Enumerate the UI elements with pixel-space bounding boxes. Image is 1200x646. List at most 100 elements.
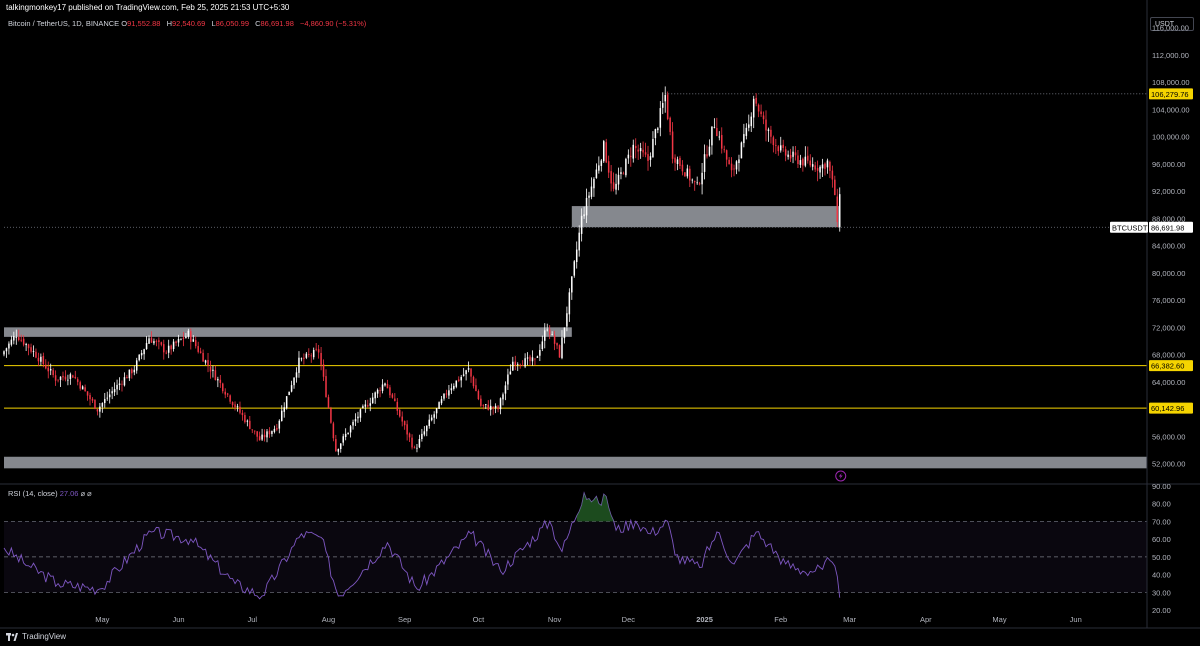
symbol-description: Bitcoin / TetherUS, 1D, BINANCE: [8, 19, 120, 28]
candle-body: [782, 144, 784, 148]
candle-body: [69, 374, 72, 379]
candle-body: [664, 95, 666, 102]
candle-body: [521, 365, 524, 367]
candle-body: [595, 169, 598, 179]
candle-body: [546, 329, 548, 331]
candle-body: [588, 195, 590, 198]
candle-body: [816, 168, 819, 171]
candle-body: [84, 387, 86, 392]
candle-body: [809, 160, 812, 166]
candle-body: [253, 430, 256, 432]
candle-body: [698, 183, 701, 185]
candle-body: [831, 170, 834, 180]
time-tick-label: 2025: [696, 615, 713, 624]
candle-body: [94, 399, 96, 409]
candle-body: [81, 386, 84, 390]
candle-body: [32, 351, 35, 352]
rsi-pane: [3, 491, 1147, 600]
candle-body: [716, 127, 718, 137]
rsi-tick-label: 30.00: [1152, 588, 1171, 597]
candle-body: [639, 148, 642, 152]
candle-body: [320, 352, 322, 365]
candle-body: [482, 404, 485, 406]
price-tick-label: 100,000.00: [1152, 133, 1190, 142]
candle-body: [433, 414, 435, 418]
candle-body: [654, 129, 657, 139]
candle-body: [784, 149, 787, 156]
candle-body: [568, 292, 571, 315]
candle-body: [367, 405, 369, 407]
candle-body: [315, 348, 317, 350]
candle-body: [40, 356, 42, 362]
candle-body: [413, 447, 416, 449]
candle-body: [266, 431, 268, 438]
price-tick-label: 52,000.00: [1152, 460, 1185, 469]
rsi-settings-icons[interactable]: ⌀ ⌀: [80, 489, 92, 498]
candle-body: [337, 449, 340, 452]
candle-body: [571, 276, 573, 293]
time-tick-label: Oct: [473, 615, 486, 624]
candle-body: [615, 183, 617, 190]
tradingview-logo[interactable]: TradingView: [6, 632, 66, 641]
price-tag-box: [1149, 221, 1193, 233]
legend-high-key: H: [166, 19, 172, 28]
candle-body: [258, 436, 261, 441]
candle-body: [524, 358, 526, 367]
candle-body: [630, 155, 632, 157]
legend-low: L86,050.99: [211, 19, 253, 28]
candle-body: [627, 154, 630, 159]
candle-body: [140, 353, 143, 356]
candle-body: [241, 412, 244, 416]
candle-body: [133, 369, 136, 373]
candle-body: [824, 163, 826, 169]
candle-body: [330, 408, 332, 423]
candle-body: [573, 261, 576, 276]
candle-body: [728, 159, 730, 165]
candle-body: [536, 356, 539, 358]
candle-body: [182, 337, 185, 339]
candle-body: [718, 136, 721, 138]
candle-body: [108, 394, 111, 398]
candle-body: [305, 353, 308, 358]
candle-body: [661, 103, 664, 108]
candle-body: [335, 439, 337, 452]
legend-open: O91,552.88: [121, 19, 164, 28]
candle-body: [450, 388, 453, 391]
time-tick-label: May: [992, 615, 1006, 624]
candle-body: [693, 181, 696, 182]
candle-body: [657, 128, 659, 131]
candle-body: [534, 358, 536, 360]
currency-button[interactable]: USDT: [1150, 17, 1194, 31]
candle-body: [499, 398, 502, 410]
price-tick-label: 88,000.00: [1152, 214, 1185, 223]
candle-body: [379, 390, 381, 392]
candle-body: [163, 344, 165, 353]
candle-body: [472, 376, 475, 387]
support-resistance-zones: [4, 206, 1147, 469]
time-tick-label: Apr: [920, 615, 932, 624]
candle-body: [738, 159, 740, 164]
candle-body: [625, 158, 627, 176]
candle-body: [578, 232, 580, 251]
price-tick-label: 84,000.00: [1152, 242, 1185, 251]
price-tick-label: 92,000.00: [1152, 187, 1185, 196]
candle-body: [135, 360, 138, 371]
candle-body: [280, 410, 283, 422]
candle-body: [834, 179, 836, 196]
candle-body: [288, 391, 290, 396]
candle-body: [467, 368, 470, 370]
candle-body: [394, 398, 396, 402]
candle-body: [15, 336, 18, 338]
candle-body: [691, 179, 694, 181]
candle-body: [344, 433, 347, 437]
candle-body: [760, 111, 762, 115]
symbol-legend: Bitcoin / TetherUS, 1D, BINANCE O91,552.…: [8, 19, 370, 28]
candle-body: [226, 393, 229, 395]
candle-body: [8, 343, 10, 349]
candle-body: [5, 348, 8, 352]
candle-body: [295, 372, 298, 378]
candle-body: [3, 351, 5, 355]
candle-body: [445, 393, 448, 395]
candle-body: [194, 340, 197, 347]
